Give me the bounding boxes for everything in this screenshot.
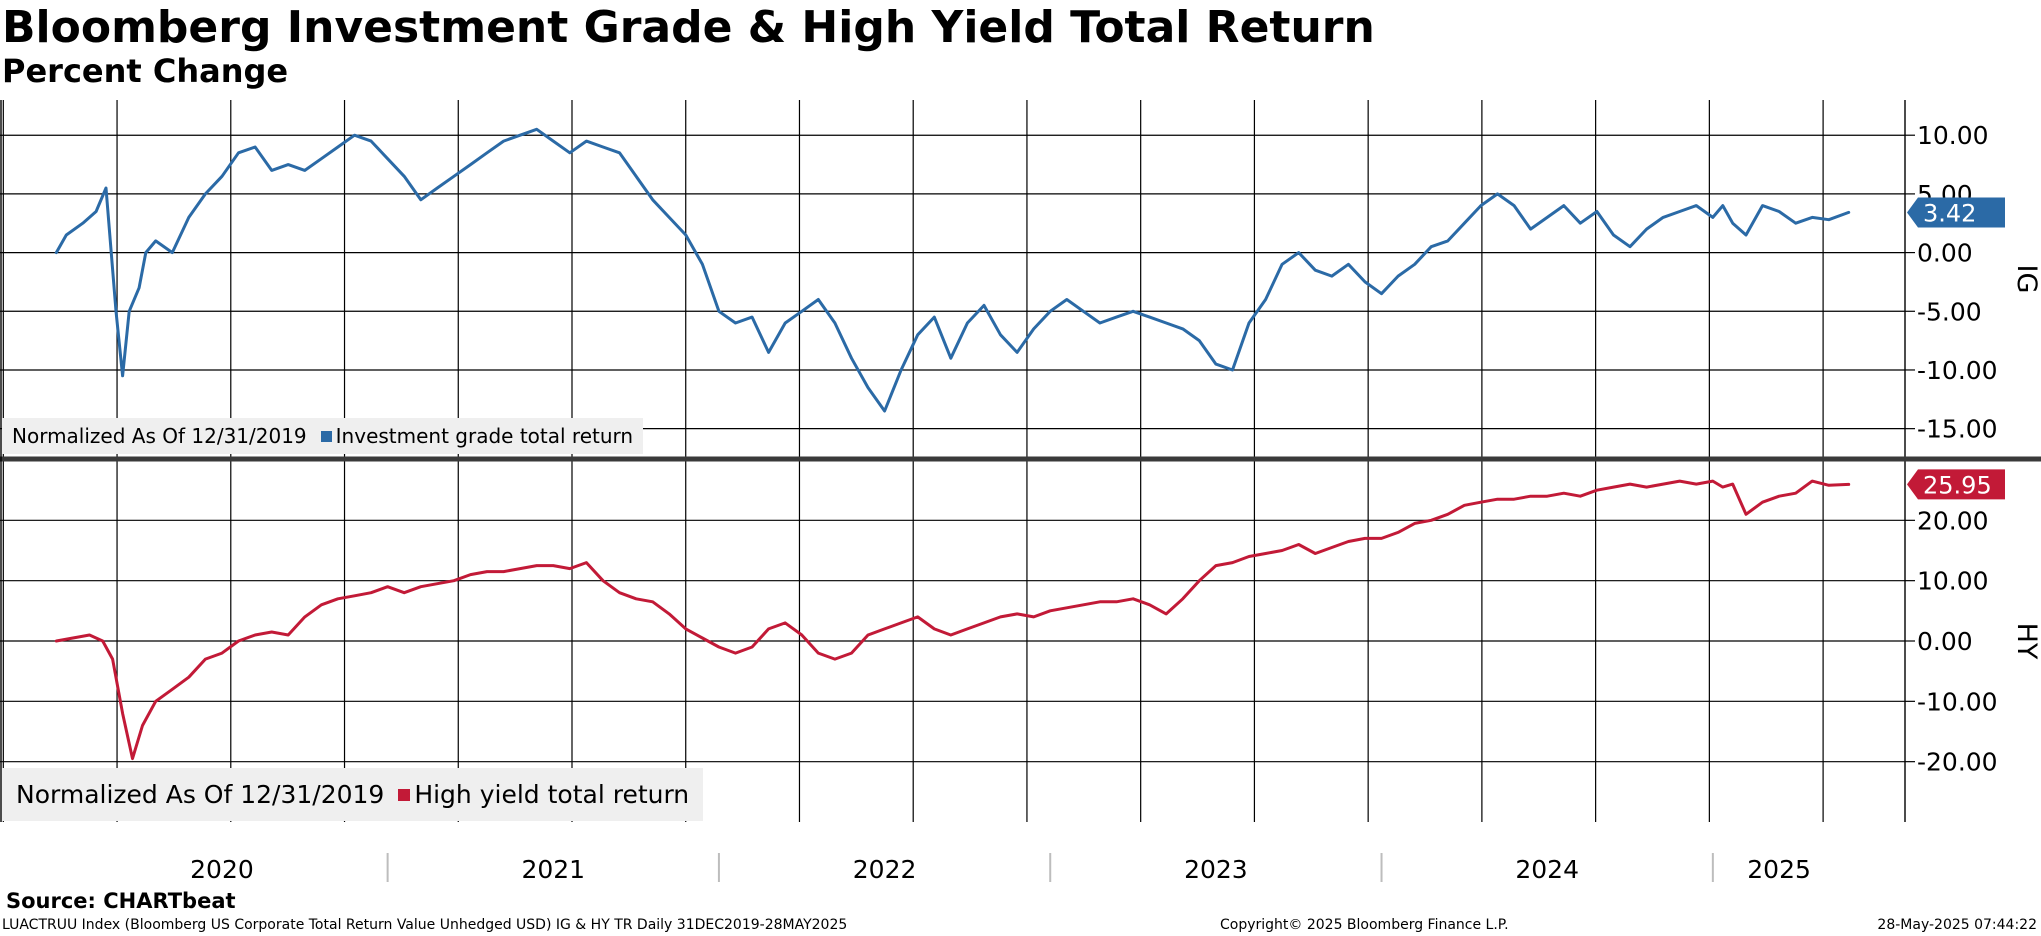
ig-legend-swatch [320, 430, 332, 442]
footer-timestamp: 28-May-2025 07:44:22 [1877, 917, 2037, 933]
ig-ytick-label-2: -5.00 [1917, 297, 1982, 326]
hy-axis-title: HY [2011, 623, 2041, 660]
ig-axis-title: IG [2011, 265, 2041, 294]
ig-ytick-label-1: -10.00 [1917, 356, 1998, 385]
grid-layer [0, 100, 1905, 822]
hy-ytick-label-1: -10.00 [1917, 687, 1998, 716]
hy-ytick-label-3: 10.00 [1917, 567, 1989, 596]
ig-legend-normalized-label: Normalized As Of 12/31/2019 [12, 424, 307, 448]
ig-last-value-tag [1907, 197, 2005, 228]
footer-index-description: LUACTRUU Index (Bloomberg US Corporate T… [2, 917, 848, 933]
series-layer [54, 127, 1851, 761]
chart-subtitle: Percent Change [2, 52, 289, 90]
ig-ytick-label-0: -15.00 [1917, 415, 1998, 444]
ig-last-value-label: 3.42 [1923, 199, 1976, 227]
ig-legend: Normalized As Of 12/31/2019 Investment g… [2, 418, 644, 454]
hy-ytick-label-0: -20.00 [1917, 748, 1998, 777]
ig-legend-series-label: Investment grade total return [335, 424, 634, 448]
ig-ytick-label-3: 0.00 [1917, 239, 1973, 268]
hy-last-value-tag [1907, 469, 2005, 500]
hy-ytick-label-2: 0.00 [1917, 627, 1973, 656]
xtick-label-2021: 2021 [521, 855, 585, 884]
chart-title: Bloomberg Investment Grade & High Yield … [2, 2, 1375, 53]
xtick-label-2020: 2020 [190, 855, 254, 884]
xtick-label-2022: 2022 [853, 855, 917, 884]
footer-copyright: Copyright© 2025 Bloomberg Finance L.P. [1220, 917, 1509, 933]
hy-last-value-label: 25.95 [1923, 471, 1992, 499]
source-label: Source: CHARTbeat [6, 889, 236, 913]
xtick-label-2023: 2023 [1184, 855, 1248, 884]
hy-series-line [54, 479, 1851, 761]
axis-layer: -15.00-10.00-5.000.005.0010.003.42IG-20.… [0, 100, 2041, 884]
hy-legend-swatch [398, 788, 411, 801]
xtick-label-2025: 2025 [1747, 855, 1811, 884]
hy-ytick-label-4: 20.00 [1917, 506, 1989, 535]
hy-legend-series-label: High yield total return [414, 780, 690, 809]
hy-legend: Normalized As Of 12/31/2019 High yield t… [2, 768, 704, 821]
hy-legend-normalized-label: Normalized As Of 12/31/2019 [16, 780, 385, 809]
ig-ytick-label-5: 10.00 [1917, 121, 1989, 150]
xtick-label-2024: 2024 [1515, 855, 1579, 884]
ig-series-line [54, 127, 1851, 413]
